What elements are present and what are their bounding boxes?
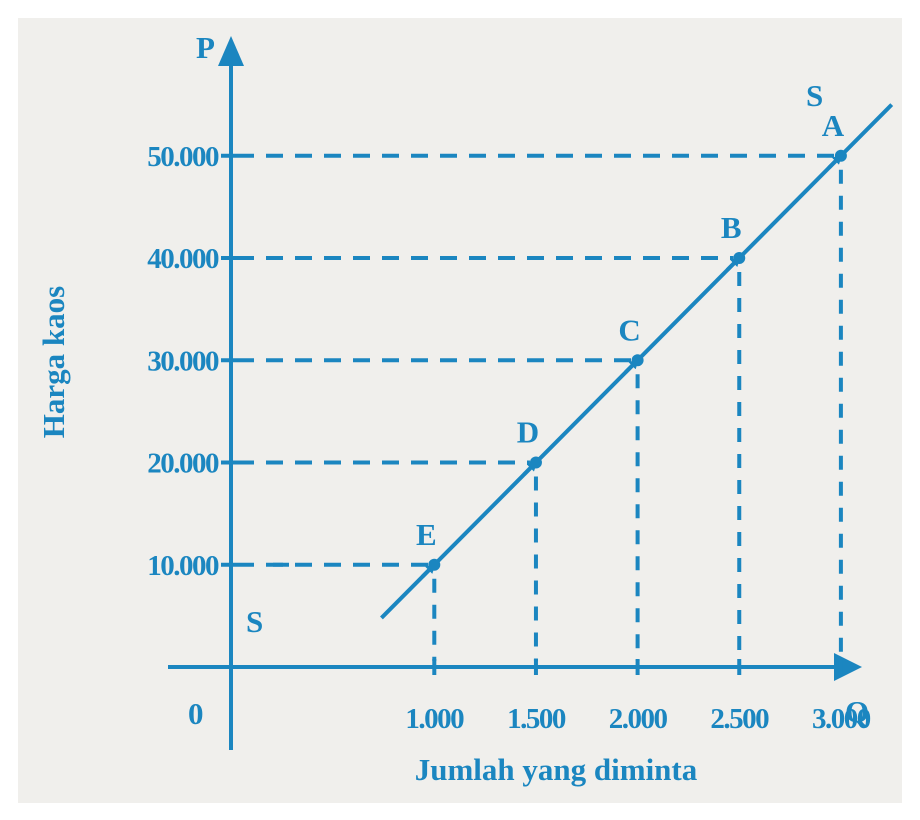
x-axis-label: Jumlah yang diminta bbox=[415, 752, 698, 787]
x-tick-label: 1.000 bbox=[405, 703, 464, 735]
y-axis-arrow-icon bbox=[218, 36, 244, 66]
guide-lines bbox=[237, 153, 843, 661]
point-markers: E D C B A bbox=[416, 108, 847, 571]
y-tick-label: 30.000 bbox=[147, 345, 219, 377]
y-tick-label: 10.000 bbox=[147, 550, 219, 582]
x-axis-symbol: Q bbox=[845, 694, 869, 729]
chart-background bbox=[18, 18, 902, 803]
data-point-e bbox=[428, 558, 441, 571]
data-point-d bbox=[529, 456, 542, 469]
y-axis-symbol: P bbox=[196, 30, 215, 65]
curve-label-bottom: S bbox=[246, 604, 263, 639]
point-label-a: A bbox=[822, 108, 845, 143]
x-tick-label: 2.000 bbox=[609, 703, 668, 735]
point-label-e: E bbox=[416, 517, 437, 552]
x-axis-arrow-icon bbox=[834, 653, 862, 681]
x-tick-label: 3.000 bbox=[812, 703, 871, 735]
data-point-c bbox=[631, 354, 644, 367]
x-tick-label: 1.500 bbox=[507, 703, 566, 735]
x-tick-label: 2.500 bbox=[710, 703, 769, 735]
curve-label-top: S bbox=[806, 78, 823, 113]
y-tick-label: 20.000 bbox=[147, 448, 219, 480]
point-label-d: D bbox=[517, 415, 539, 450]
point-label-c: C bbox=[618, 312, 640, 347]
y-tick-label: 50.000 bbox=[147, 141, 219, 173]
point-label-b: B bbox=[721, 210, 742, 245]
data-point-a bbox=[834, 149, 847, 162]
axis-ticks: 10.000 1.000 20.000 1.500 30.000 2.000 40.000 2… bbox=[147, 141, 872, 735]
data-point-b bbox=[733, 252, 746, 264]
y-tick-label: 40.000 bbox=[147, 243, 219, 275]
origin-label: 0 bbox=[188, 696, 204, 731]
y-axis-label: Harga kaos bbox=[36, 286, 71, 438]
